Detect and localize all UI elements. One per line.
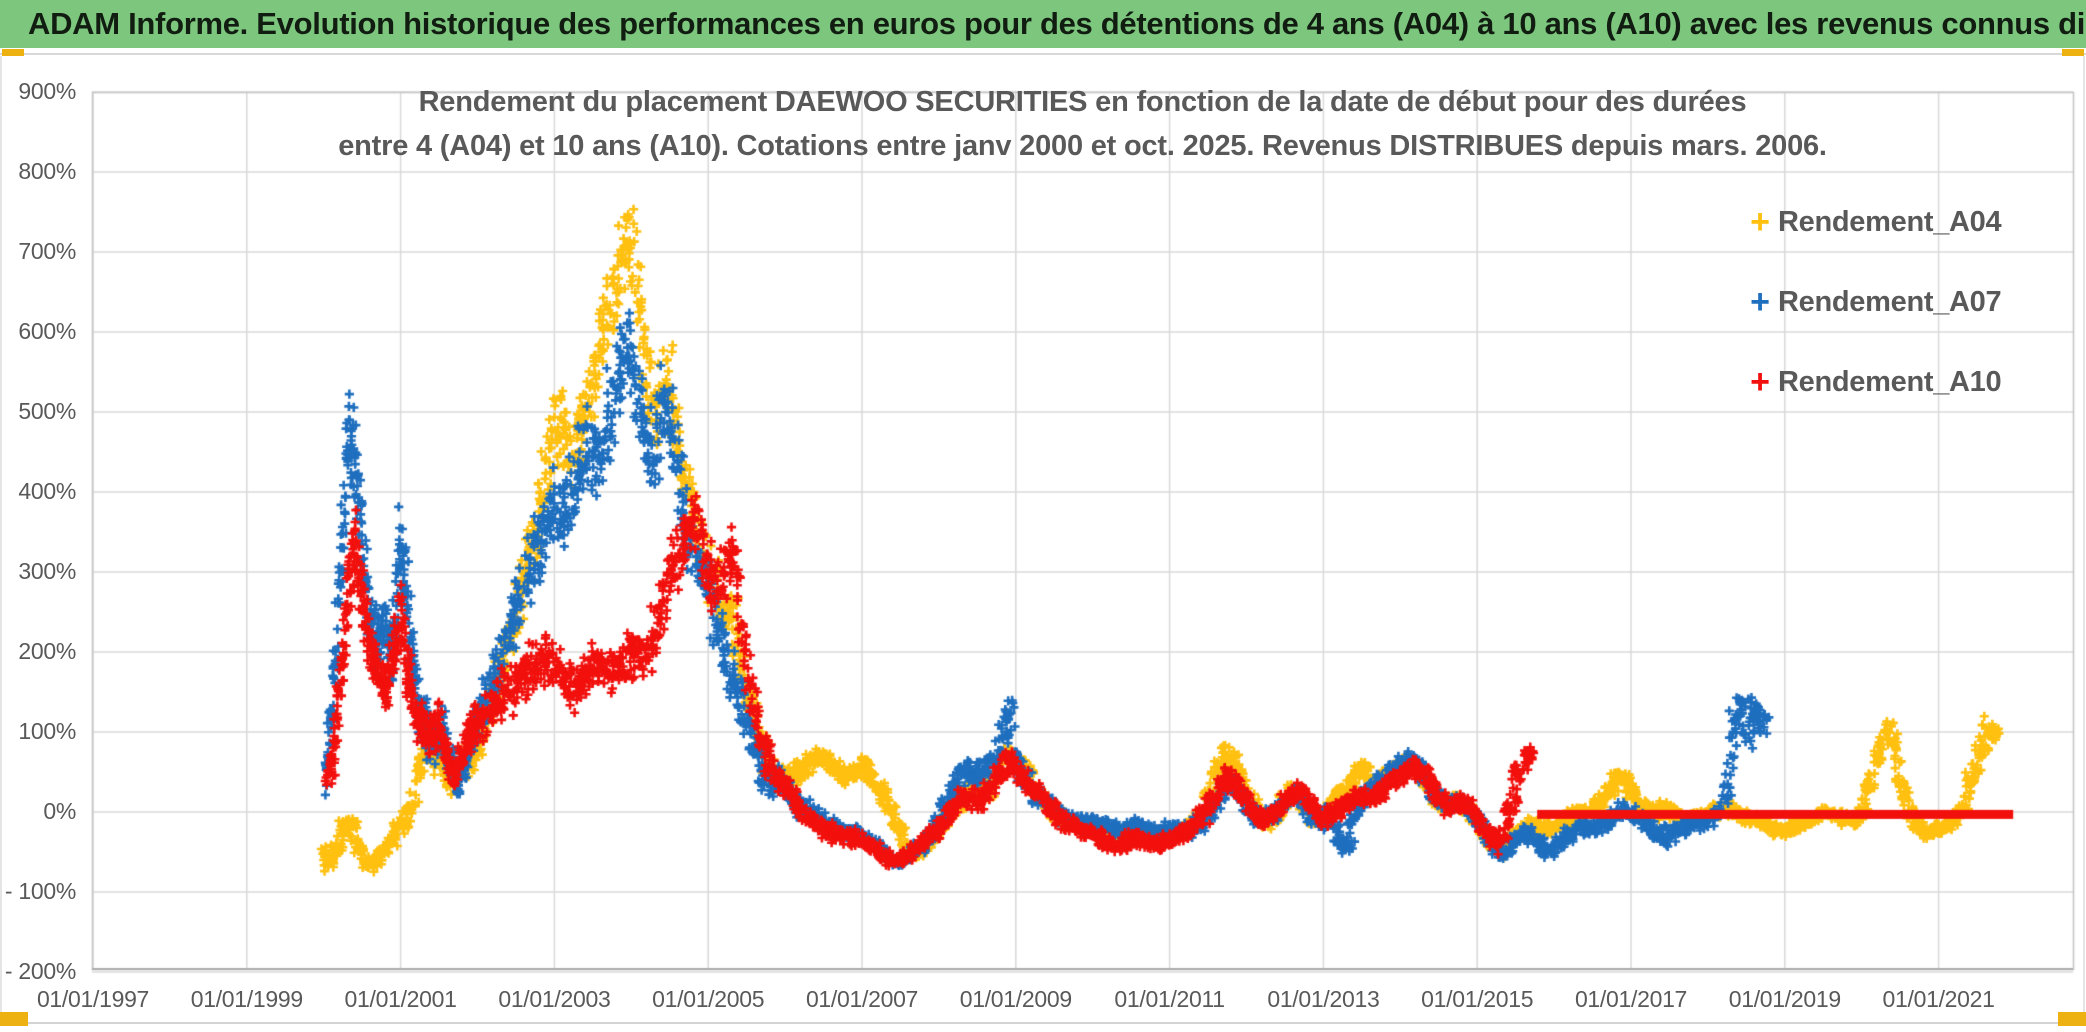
- x-axis-tick-label: 01/01/1999: [190, 986, 303, 1012]
- x-axis-tick-label: 01/01/2017: [1574, 986, 1688, 1012]
- y-axis-tick-label: 0%: [43, 798, 76, 824]
- window-divider-bottom: [0, 1022, 2086, 1024]
- x-axis-tick-label: 01/01/2007: [805, 986, 919, 1012]
- legend-label: Rendement_A07: [1778, 285, 2002, 318]
- y-axis-tick-label: - 200%: [4, 958, 76, 984]
- x-axis-tick-label: 01/01/2019: [1728, 986, 1841, 1012]
- x-axis-tick-label: 01/01/2021: [1882, 986, 1995, 1012]
- y-axis-tick-label: - 100%: [4, 878, 76, 904]
- legend-item[interactable]: + Rendement_A04: [1746, 200, 2002, 244]
- y-axis-tick-label: 100%: [18, 718, 76, 744]
- y-axis-tick-label: 700%: [18, 238, 76, 264]
- x-axis-tick-label: 01/01/2005: [652, 986, 765, 1012]
- gold-accent-bottom-left: [0, 1012, 28, 1026]
- plus-marker-icon: +: [1750, 363, 1770, 401]
- legend-item[interactable]: + Rendement_A10: [1746, 360, 2002, 404]
- x-axis-tick-label: 01/01/2011: [1114, 986, 1225, 1012]
- y-axis-tick-label: 400%: [18, 478, 76, 504]
- x-axis-tick-label: 01/01/2001: [344, 986, 457, 1012]
- legend-item[interactable]: + Rendement_A07: [1746, 280, 2002, 324]
- y-axis-tick-label: 500%: [18, 398, 76, 424]
- y-axis-tick-label: 300%: [18, 558, 76, 584]
- x-axis-tick-label: 01/01/1997: [36, 986, 150, 1012]
- y-axis-tick-label: 600%: [18, 318, 76, 344]
- x-axis-tick-label: 01/01/2015: [1421, 986, 1534, 1012]
- legend-label: Rendement_A04: [1778, 205, 2002, 238]
- y-axis-tick-label: 900%: [18, 78, 76, 104]
- x-axis-tick-label: 01/01/2009: [959, 986, 1072, 1012]
- x-axis-tick-label: 01/01/2003: [498, 986, 611, 1012]
- x-axis-tick-label: 01/01/2013: [1267, 986, 1380, 1012]
- plus-marker-icon: +: [1750, 283, 1770, 321]
- y-axis-tick-label: 800%: [18, 158, 76, 184]
- legend-label: Rendement_A10: [1778, 365, 2002, 398]
- plus-marker-icon: +: [1750, 203, 1770, 241]
- gold-accent-bottom-right: [2058, 1012, 2086, 1026]
- y-axis-tick-label: 200%: [18, 638, 76, 664]
